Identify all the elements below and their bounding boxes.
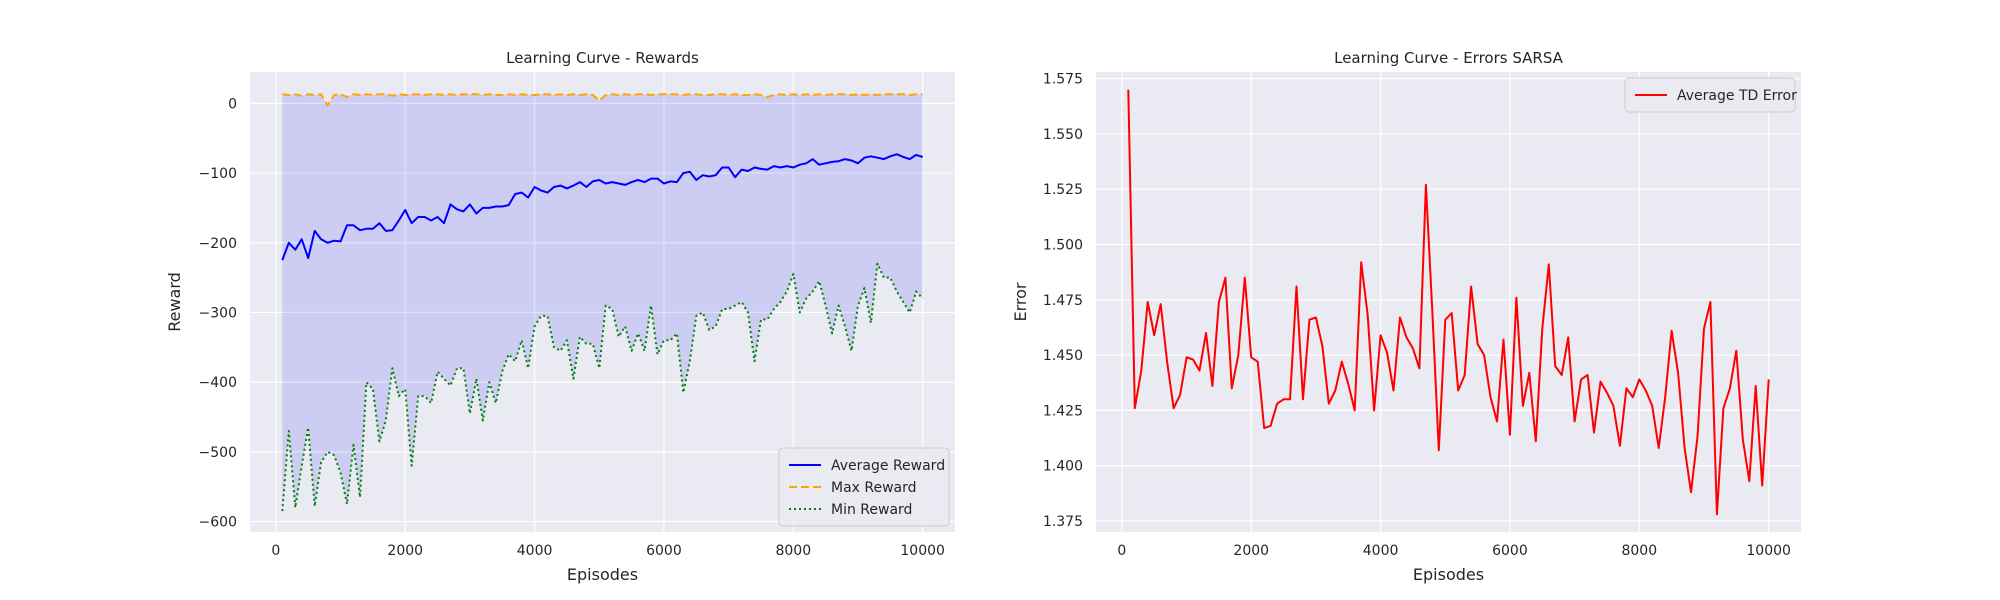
y-axis-label: Reward xyxy=(165,272,184,332)
y-tick-label: 1.500 xyxy=(1043,238,1083,254)
max-reward-line xyxy=(282,93,923,107)
y-tick-label: 0 xyxy=(228,96,237,112)
x-tick-label: 10000 xyxy=(1746,543,1791,559)
legend-label: Average TD Error xyxy=(1677,88,1797,104)
legend-label: Average Reward xyxy=(831,458,945,474)
x-axis-label: Episodes xyxy=(1413,565,1484,584)
plot-area xyxy=(1096,72,1801,532)
x-tick-label: 2000 xyxy=(1233,543,1269,559)
y-tick-label: 1.450 xyxy=(1043,348,1083,364)
x-tick-label: 10000 xyxy=(900,543,945,559)
chart-title: Learning Curve - Rewards xyxy=(506,49,699,67)
y-tick-label: −500 xyxy=(199,445,237,461)
x-tick-label: 8000 xyxy=(1621,543,1657,559)
x-tick-label: 2000 xyxy=(387,543,423,559)
y-tick-label: 1.575 xyxy=(1043,72,1083,88)
y-axis-label: Error xyxy=(1011,282,1030,321)
x-axis-label: Episodes xyxy=(567,565,638,584)
legend-box xyxy=(1624,77,1796,113)
legend: Average Reward Max Reward Min Reward xyxy=(778,447,950,527)
y-tick-label: −200 xyxy=(199,236,237,252)
average-reward-line xyxy=(281,153,924,261)
x-tick-label: 0 xyxy=(271,543,280,559)
y-tick-label: 1.400 xyxy=(1043,459,1083,475)
legend: Average TD Error xyxy=(1624,77,1797,113)
chart-title: Learning Curve - Errors SARSA xyxy=(1334,49,1564,67)
y-tick-label: 1.525 xyxy=(1043,182,1083,198)
rewards-chart: 0 2000 4000 6000 8000 10000 0 −100 −200 −300 −400 −… xyxy=(165,49,955,584)
y-tick-label: −100 xyxy=(199,166,237,182)
x-tick-label: 4000 xyxy=(517,543,553,559)
min-max-band xyxy=(282,94,923,512)
legend-label: Min Reward xyxy=(831,502,912,518)
x-tick-label: 4000 xyxy=(1363,543,1399,559)
x-tick-label: 0 xyxy=(1117,543,1126,559)
y-tick-label: 1.475 xyxy=(1043,293,1083,309)
y-tick-label: −400 xyxy=(199,375,237,391)
errors-chart: 0 2000 4000 6000 8000 10000 1.375 1.400 1.425 1.4… xyxy=(1011,49,1801,584)
y-tick-label: 1.375 xyxy=(1043,514,1083,530)
x-tick-label: 6000 xyxy=(1492,543,1528,559)
x-tick-label: 8000 xyxy=(775,543,811,559)
y-tick-label: 1.425 xyxy=(1043,403,1083,419)
y-tick-label: −600 xyxy=(199,515,237,531)
y-tick-label: 1.550 xyxy=(1043,127,1083,143)
y-tick-label: −300 xyxy=(199,305,237,321)
legend-label: Max Reward xyxy=(831,480,917,496)
average-td-error-line xyxy=(1127,89,1770,516)
min-reward-line xyxy=(281,262,924,512)
legend-box xyxy=(778,447,950,527)
x-tick-label: 6000 xyxy=(646,543,682,559)
